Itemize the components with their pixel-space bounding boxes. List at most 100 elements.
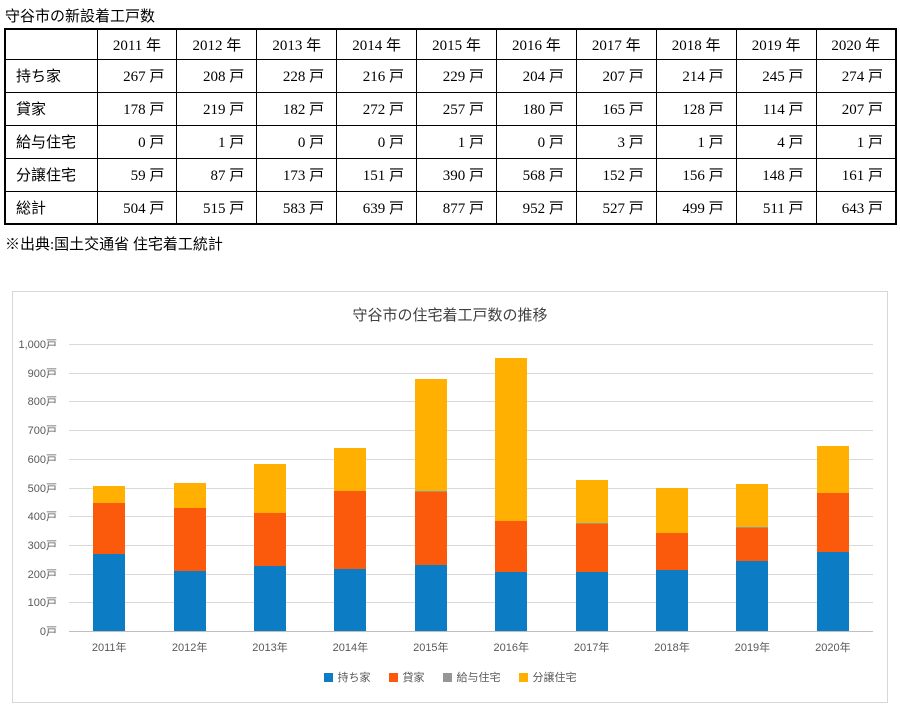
legend-item: 貸家 — [388, 669, 425, 685]
table-value-cell: 504 戸 — [96, 190, 178, 225]
table-value-cell: 274 戸 — [815, 58, 897, 93]
plot-area — [69, 344, 873, 632]
gridline — [69, 516, 873, 518]
table-value-cell: 267 戸 — [96, 58, 178, 93]
table-row: 貸家 178 戸 219 戸 182 戸 272 戸 257 戸 180 戸 165 戸 128… — [4, 91, 897, 126]
bar-segment — [173, 508, 206, 572]
y-axis-label: 700戸 — [27, 425, 57, 438]
bar-segment — [334, 447, 367, 491]
table-body: 持ち家 267 戸 208 戸 228 戸 216 戸 229 戸 204 戸 207 戸 21… — [4, 58, 897, 225]
row-label: 総計 — [4, 190, 98, 225]
category-column — [551, 344, 631, 631]
x-axis-label: 2020年 — [815, 642, 851, 654]
table-value-cell: 59 戸 — [96, 157, 178, 192]
table-value-cell: 207 戸 — [815, 91, 897, 126]
x-axis-label: 2011年 — [91, 642, 127, 654]
table-value-cell: 0 戸 — [96, 124, 178, 159]
bar-segment — [816, 492, 849, 553]
table-value-cell: 148 戸 — [735, 157, 817, 192]
table-value-cell: 568 戸 — [495, 157, 577, 192]
gridline — [69, 401, 873, 403]
housing-starts-table: 2011 年 2012 年 2013 年 2014 年 2015 年 2016 年 2017… — [4, 28, 897, 225]
legend-swatch — [323, 672, 333, 682]
table-value-cell: 245 戸 — [735, 58, 817, 93]
stacked-bar — [173, 344, 206, 631]
table-year-header: 2019 年 — [735, 28, 817, 60]
bar-segment — [575, 523, 608, 525]
stacked-bar — [414, 344, 447, 631]
legend-swatch — [518, 672, 528, 682]
bar-segment — [93, 554, 126, 631]
table-value-cell: 208 戸 — [176, 58, 258, 93]
category-column — [149, 344, 229, 631]
bar-segment — [334, 569, 367, 631]
bar-segment — [254, 565, 287, 631]
table-row: 総計 504 戸 515 戸 583 戸 639 戸 877 戸 952 戸 527 戸 499… — [4, 190, 897, 225]
legend-label: 持ち家 — [337, 672, 371, 684]
x-axis-label: 2017年 — [573, 642, 610, 654]
y-axis-label: 600戸 — [27, 453, 57, 466]
table-value-cell: 583 戸 — [256, 190, 338, 225]
table-value-cell: 0 戸 — [495, 124, 577, 159]
bar-segment — [254, 513, 287, 566]
row-label: 給与住宅 — [4, 124, 98, 159]
table-value-cell: 114 戸 — [735, 91, 817, 126]
stacked-bar — [254, 344, 287, 631]
gridline — [69, 544, 873, 546]
gridline — [69, 602, 873, 604]
y-axis-label: 900戸 — [27, 367, 57, 380]
bar-segment — [816, 446, 849, 493]
x-axis-label: 2016年 — [493, 642, 529, 654]
bar-segment — [254, 463, 287, 514]
table-value-cell: 207 戸 — [575, 58, 657, 93]
legend-label: 分譲住宅 — [532, 672, 577, 684]
bar-segment — [173, 483, 206, 509]
legend-label: 貸家 — [402, 672, 425, 684]
table-value-cell: 639 戸 — [336, 190, 418, 225]
table-value-cell: 0 戸 — [256, 124, 338, 159]
table-value-cell: 87 戸 — [176, 157, 258, 192]
stacked-bar — [816, 344, 849, 631]
gridline — [69, 430, 873, 432]
table-value-cell: 214 戸 — [655, 58, 737, 93]
stacked-bar — [93, 344, 126, 631]
bar-segment — [656, 532, 689, 570]
table-value-cell: 4 戸 — [735, 124, 817, 159]
bar-segment — [736, 526, 769, 528]
x-axis-label: 2018年 — [654, 642, 690, 654]
table-value-cell: 952 戸 — [495, 190, 577, 225]
table-corner-cell — [4, 28, 98, 60]
table-year-header: 2020 年 — [815, 28, 897, 60]
table-value-cell: 156 戸 — [655, 157, 737, 192]
bar-segment — [575, 479, 608, 524]
category-column — [471, 344, 551, 631]
bar-segment — [575, 524, 608, 572]
legend-item: 給与住宅 — [442, 669, 501, 685]
table-value-cell: 272 戸 — [336, 91, 418, 126]
bar-segment — [495, 520, 528, 573]
category-column — [69, 344, 149, 631]
bar-segment — [495, 357, 528, 521]
row-label: 貸家 — [4, 91, 98, 126]
table-value-cell: 1 戸 — [176, 124, 258, 159]
table-value-cell: 515 戸 — [176, 190, 258, 225]
gridline — [69, 372, 873, 374]
category-column — [793, 344, 873, 631]
table-value-cell: 229 戸 — [416, 58, 497, 93]
table-year-header: 2012 年 — [176, 28, 258, 60]
bar-segment — [173, 571, 206, 631]
category-column — [310, 344, 390, 631]
table-year-header: 2016 年 — [495, 28, 577, 60]
table-year-header: 2011 年 — [96, 28, 178, 60]
table-year-header: 2014 年 — [336, 28, 418, 60]
table-year-header: 2017 年 — [575, 28, 657, 60]
bar-segment — [93, 503, 126, 555]
table-value-cell: 499 戸 — [655, 190, 737, 225]
table-header-row: 2011 年 2012 年 2013 年 2014 年 2015 年 2016 年 2017… — [4, 28, 897, 60]
source-note: ※出典:国土交通省 住宅着工統計 — [5, 237, 223, 253]
bar-segment — [736, 560, 769, 631]
table-year-header: 2015 年 — [416, 28, 497, 60]
table-year-header: 2013 年 — [256, 28, 338, 60]
y-axis-label: 200戸 — [27, 568, 57, 581]
bar-segment — [93, 486, 126, 504]
